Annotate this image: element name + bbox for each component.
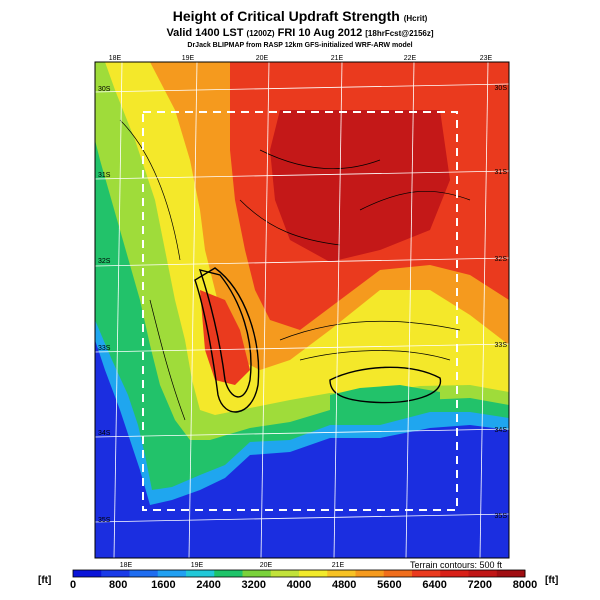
inner-domain-box	[142, 111, 458, 511]
axis-labels: 18E 19E 20E 21E 22E 23E 18E 19E 20E 21E 30S 31S 32S 3…	[98, 55, 507, 569]
colorbar-label: 7200	[467, 579, 493, 591]
colorbar-swatch	[73, 570, 102, 577]
colorbar-label: 4000	[286, 579, 312, 591]
colorbar	[72, 569, 526, 578]
land-dark-red-core	[270, 110, 450, 262]
chart-title: Height of Critical Updraft Strength (Hcr…	[0, 8, 600, 24]
meridian-line	[260, 62, 270, 558]
colorbar-swatch	[270, 570, 300, 577]
parallel-line	[95, 513, 509, 523]
colorbar-label: 0	[69, 579, 77, 591]
meridian-line	[188, 62, 198, 558]
meridian-line	[479, 62, 489, 558]
meridian-line	[113, 62, 123, 558]
top-longitude-label: 20E	[256, 55, 269, 62]
parallel-line	[95, 343, 509, 353]
terrain-contour-line	[119, 119, 181, 261]
terrain-contour-line	[329, 366, 442, 404]
parallel-line	[95, 257, 509, 267]
terrain-contour-line	[149, 299, 186, 421]
valid-text: Valid 1400 LST	[166, 27, 244, 39]
bottom-longitude-label: 19E	[191, 562, 204, 569]
title-note: (Hcrit)	[403, 14, 428, 23]
colorbar-unit-right: [ft]	[545, 575, 559, 586]
bottom-longitude-label: 21E	[332, 562, 345, 569]
terrain-contour-line	[299, 350, 451, 361]
colorbar-swatch	[383, 570, 413, 577]
map-field	[95, 62, 509, 558]
top-longitude-label: 18E	[109, 55, 122, 62]
colorbar-swatch	[412, 570, 441, 577]
colorbar-swatch	[468, 570, 498, 577]
colorbar-label: 8000	[512, 579, 538, 591]
colorbar-swatch	[101, 570, 130, 577]
colorbar-label: 800	[109, 579, 128, 591]
terrain-contour-line	[198, 269, 252, 398]
parallel-line	[95, 170, 509, 180]
terrain-contours	[119, 119, 471, 421]
colorbar-swatch	[355, 570, 385, 577]
terrain-contour-line	[194, 267, 260, 413]
colorbar-swatch	[214, 570, 243, 577]
left-latitude-label: 30S	[98, 86, 111, 93]
colorbar-label: 1600	[151, 579, 176, 591]
colorbar-label: 6400	[422, 579, 447, 591]
colorbar-label: 4800	[331, 579, 357, 591]
colorbar-label: 3200	[241, 579, 267, 591]
colorbar-swatch	[496, 570, 526, 577]
model-credit: DrJack BLIPMAP from RASP 12km GFS-initia…	[187, 42, 413, 49]
left-latitude-label: 33S	[98, 345, 111, 352]
parallel-line	[95, 428, 509, 438]
colorbar-label: 2400	[196, 579, 221, 591]
right-latitude-label: 32S	[495, 256, 508, 263]
lat-lon-grid	[95, 62, 509, 558]
forecast-note: [18hrFcst@2156z]	[365, 29, 434, 38]
bottom-longitude-label: 20E	[260, 562, 273, 569]
terrain-contour-line	[239, 199, 341, 246]
left-latitude-label: 32S	[98, 258, 111, 265]
bottom-longitude-label: 18E	[120, 562, 133, 569]
top-longitude-label: 19E	[182, 55, 195, 62]
meridian-line	[333, 62, 343, 558]
valid-time: Valid 1400 LST (1200Z) FRI 10 Aug 2012 […	[0, 27, 600, 39]
colorbar-swatch	[299, 570, 328, 577]
top-longitude-label: 22E	[404, 55, 417, 62]
map-frame	[94, 61, 510, 559]
left-latitude-label: 35S	[98, 517, 111, 524]
terrain-contour-line	[279, 320, 461, 341]
top-longitude-label: 21E	[331, 55, 344, 62]
colorbar-swatch	[186, 570, 215, 577]
valid-date: FRI 10 Aug 2012	[277, 27, 363, 39]
right-latitude-label: 33S	[495, 342, 508, 349]
right-latitude-label: 31S	[495, 169, 508, 176]
right-latitude-label: 30S	[495, 85, 508, 92]
colorbar-swatch	[242, 570, 272, 577]
colorbar-label: 5600	[377, 579, 402, 591]
meridian-line	[405, 62, 415, 558]
colorbar-swatch	[157, 570, 187, 577]
colorbar-swatch	[129, 570, 159, 577]
colorbar-unit-left: [ft]	[38, 575, 52, 586]
terrain-contour-line	[259, 149, 381, 170]
left-latitude-label: 34S	[98, 430, 111, 437]
colorbar-frame	[72, 569, 526, 578]
parallel-line	[95, 83, 509, 93]
top-longitude-label: 23E	[480, 55, 493, 62]
right-latitude-label: 34S	[495, 427, 508, 434]
left-latitude-label: 31S	[98, 172, 111, 179]
terrain-contour-note: Terrain contours: 500 ft	[410, 560, 503, 570]
valid-note: (1200Z)	[246, 29, 275, 38]
title-text: Height of Critical Updraft Strength	[172, 8, 400, 24]
right-latitude-label: 35S	[495, 513, 508, 520]
colorbar-swatch	[327, 570, 356, 577]
colorbar-swatch	[440, 570, 469, 577]
southern-green-patch	[330, 385, 440, 412]
